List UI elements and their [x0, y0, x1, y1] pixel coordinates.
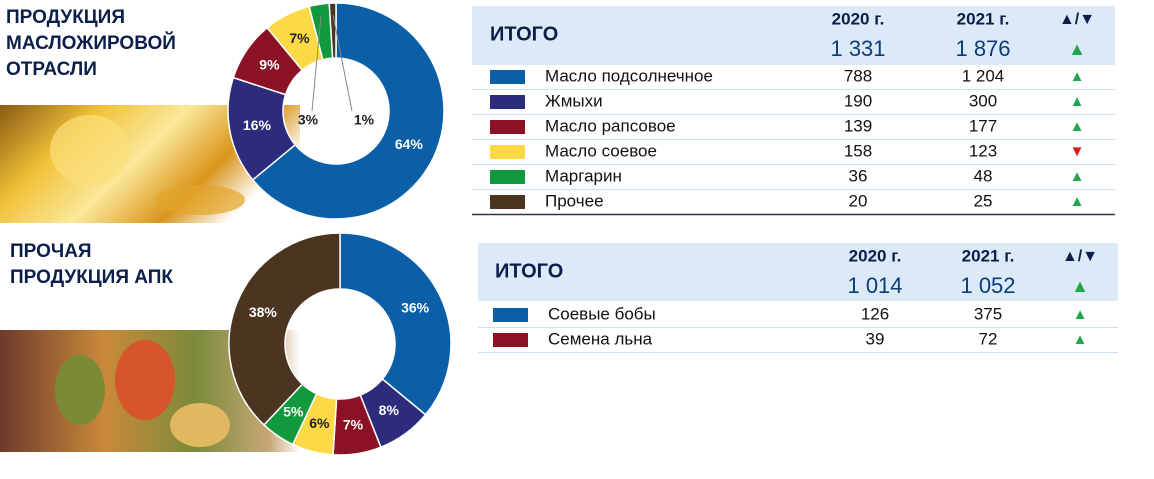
- legend-swatch: [490, 70, 525, 84]
- cell: 126: [861, 304, 889, 323]
- pie-slice: [339, 232, 452, 416]
- total-value: 1 331: [830, 36, 885, 61]
- data-label: 64%: [395, 136, 424, 152]
- trend-arrow: ▲: [1071, 276, 1089, 296]
- chart-title: ПРОЧАЯ ПРОДУКЦИЯ АПК: [10, 241, 173, 288]
- data-label: 5%: [283, 403, 304, 419]
- trend-arrow: ▲: [1073, 331, 1088, 348]
- row-name: Соевые бобы: [548, 304, 656, 323]
- pie-slice: [328, 2, 337, 59]
- column-header: 2021 г.: [957, 9, 1010, 28]
- row-name: Масло соевое: [545, 141, 657, 160]
- column-header: 2020 г.: [832, 9, 885, 28]
- column-header: ▲/▼: [1059, 11, 1095, 28]
- trend-arrow: ▼: [1070, 143, 1085, 160]
- table-total-label: ИТОГО: [495, 260, 563, 282]
- photo-detail: [115, 340, 175, 420]
- table-header-bg: [478, 243, 1118, 301]
- data-label: 3%: [298, 112, 319, 128]
- row-name: Маргарин: [545, 166, 622, 185]
- pie-slice: [228, 232, 341, 426]
- cell: 788: [844, 66, 872, 85]
- data-label: 36%: [401, 299, 430, 315]
- cell: 300: [969, 91, 997, 110]
- table-header-bg: [472, 6, 1115, 65]
- data-label: 16%: [243, 117, 272, 133]
- data-label: 8%: [379, 402, 400, 418]
- photo-detail: [50, 115, 130, 185]
- total-value: 1 876: [955, 36, 1010, 61]
- legend-swatch: [490, 195, 525, 209]
- total-value: 1 052: [960, 273, 1015, 298]
- trend-arrow: ▲: [1068, 39, 1086, 59]
- cell: 20: [849, 191, 868, 210]
- row-name: Прочее: [545, 191, 604, 210]
- total-value: 1 014: [847, 273, 902, 298]
- row-name: Масло рапсовое: [545, 116, 676, 135]
- cell: 375: [974, 304, 1002, 323]
- column-header: 2020 г.: [849, 246, 902, 265]
- data-label: 6%: [309, 415, 330, 431]
- data-label: 7%: [343, 417, 364, 433]
- legend-swatch: [490, 145, 525, 159]
- trend-arrow: ▲: [1070, 168, 1085, 185]
- data-label: 38%: [249, 304, 278, 320]
- data-label: 1%: [354, 112, 375, 128]
- column-header: 2021 г.: [962, 246, 1015, 265]
- photo-detail: [55, 355, 105, 425]
- legend-swatch: [490, 170, 525, 184]
- row-name: Масло подсолнечное: [545, 66, 713, 85]
- cell: 123: [969, 141, 997, 160]
- trend-arrow: ▲: [1073, 306, 1088, 323]
- legend-swatch: [493, 333, 528, 347]
- row-name: Жмыхи: [545, 91, 603, 110]
- cell: 139: [844, 116, 872, 135]
- cell: 158: [844, 141, 872, 160]
- trend-arrow: ▲: [1070, 118, 1085, 135]
- table-total-label: ИТОГО: [490, 23, 558, 45]
- cell: 25: [974, 191, 993, 210]
- cell: 48: [974, 166, 993, 185]
- photo-detail: [170, 403, 230, 447]
- cell: 190: [844, 91, 872, 110]
- leader-line: [332, 14, 353, 112]
- row-name: Семена льна: [548, 329, 653, 348]
- cell: 39: [866, 329, 885, 348]
- photo-detail: [155, 185, 245, 215]
- column-header: ▲/▼: [1062, 248, 1098, 265]
- trend-arrow: ▲: [1070, 93, 1085, 110]
- cell: 36: [849, 166, 868, 185]
- cell: 72: [979, 329, 998, 348]
- legend-swatch: [490, 95, 525, 109]
- pie-slice: [251, 2, 445, 220]
- trend-arrow: ▲: [1070, 193, 1085, 210]
- data-label: 7%: [289, 30, 310, 46]
- trend-arrow: ▲: [1070, 68, 1085, 85]
- legend-swatch: [490, 120, 525, 134]
- data-label: 9%: [259, 56, 280, 72]
- cell: 177: [969, 116, 997, 135]
- leader-line: [311, 16, 322, 112]
- chart-title: ПРОДУКЦИЯ МАСЛОЖИРОВОЙ ОТРАСЛИ: [6, 7, 176, 80]
- cell: 1 204: [962, 66, 1005, 85]
- legend-swatch: [493, 308, 528, 322]
